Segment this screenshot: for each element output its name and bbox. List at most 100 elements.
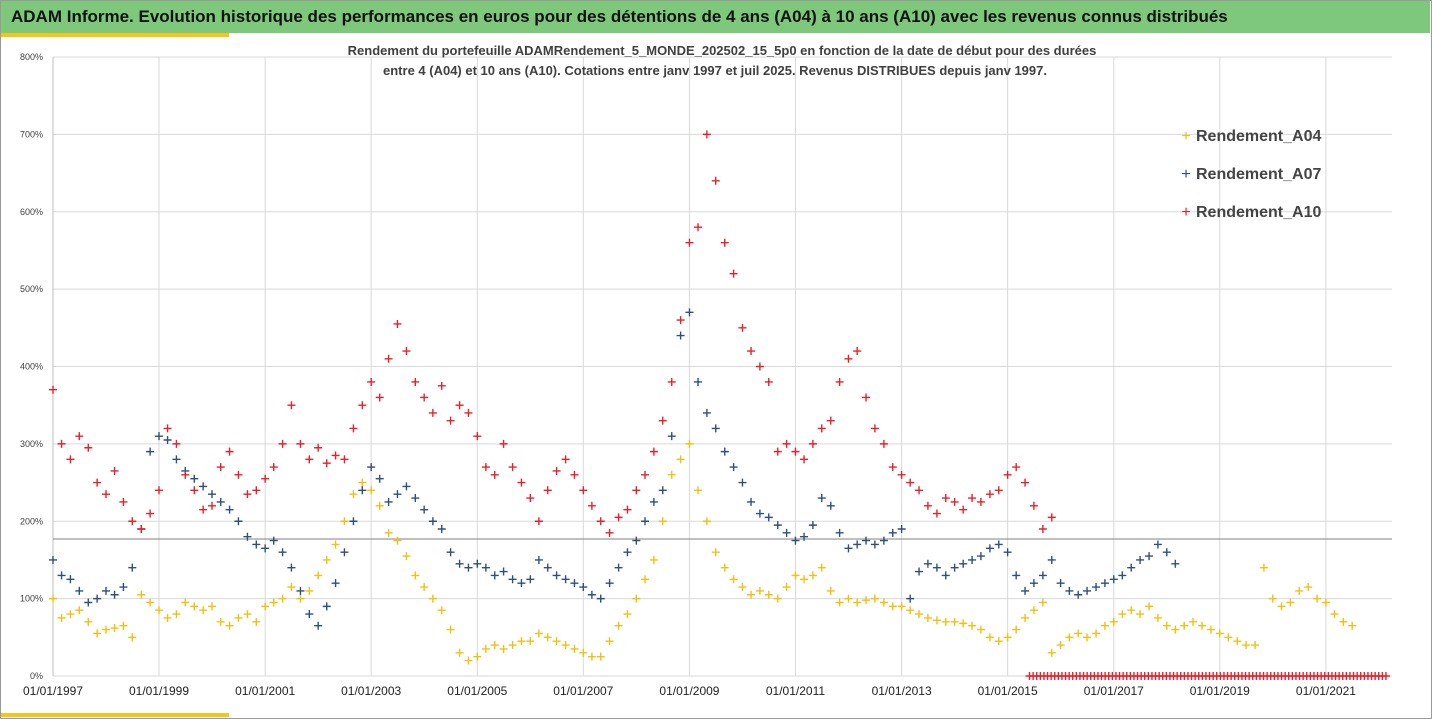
point-rendement-a10 (269, 463, 278, 472)
point-rendement-a10 (402, 347, 411, 356)
point-rendement-a10 (985, 490, 994, 499)
point-rendement-a07 (367, 463, 376, 472)
point-rendement-a07 (163, 436, 172, 445)
point-rendement-a04 (163, 613, 172, 622)
point-rendement-a04 (110, 624, 119, 633)
point-rendement-a07 (985, 544, 994, 553)
point-rendement-a10 (773, 447, 782, 456)
point-rendement-a04 (773, 594, 782, 603)
point-rendement-a04 (1003, 633, 1012, 642)
point-rendement-a07 (269, 536, 278, 545)
point-rendement-a10 (199, 505, 208, 514)
point-rendement-a10 (835, 377, 844, 386)
point-rendement-a07 (110, 590, 119, 599)
y-tick-label: 500% (20, 284, 43, 294)
point-rendement-a07 (729, 463, 738, 472)
point-rendement-a10 (605, 528, 614, 537)
point-rendement-a04 (605, 637, 614, 646)
point-rendement-a07 (314, 621, 323, 630)
legend-item-a07: + Rendement_A07 (1181, 166, 1321, 183)
point-rendement-a04 (1215, 629, 1224, 638)
y-axis-ticks: 0% 100% 200% 300% 400% 500% 600% 700% 800% (20, 52, 43, 681)
point-rendement-a07 (950, 563, 959, 572)
point-rendement-a10 (800, 455, 809, 464)
y-tick-label: 400% (20, 362, 43, 372)
point-rendement-a07 (508, 575, 517, 584)
x-tick-label: 01/01/2005 (447, 684, 507, 698)
point-rendement-a04 (1021, 613, 1030, 622)
point-rendement-a10 (649, 447, 658, 456)
point-rendement-a07 (393, 490, 402, 499)
point-rendement-a07 (1136, 555, 1145, 564)
point-rendement-a04 (632, 594, 641, 603)
point-rendement-a04 (349, 490, 358, 499)
point-rendement-a10 (296, 439, 305, 448)
point-rendement-a07 (287, 563, 296, 572)
legend-marker-a04: + (1181, 128, 1190, 145)
data-points (49, 130, 1390, 680)
point-rendement-a07 (384, 497, 393, 506)
point-rendement-a04 (1189, 617, 1198, 626)
point-rendement-a04 (314, 571, 323, 580)
point-rendement-a04 (155, 606, 164, 615)
legend-item-a04: + Rendement_A04 (1181, 128, 1321, 145)
point-rendement-a10 (826, 416, 835, 425)
point-rendement-a07 (305, 610, 314, 619)
point-rendement-a07 (1021, 586, 1030, 595)
point-rendement-a10 (508, 463, 517, 472)
point-rendement-a04 (800, 575, 809, 584)
point-rendement-a10 (1012, 463, 1021, 472)
point-rendement-a04 (543, 633, 552, 642)
point-rendement-a04 (119, 621, 128, 630)
point-rendement-a07 (1003, 548, 1012, 557)
point-rendement-a07 (216, 497, 225, 506)
point-rendement-a04 (455, 648, 464, 657)
point-rendement-a07 (923, 559, 932, 568)
point-rendement-a07 (75, 586, 84, 595)
point-rendement-a04 (1348, 621, 1357, 630)
point-rendement-a10 (552, 466, 561, 475)
point-rendement-a10 (287, 401, 296, 410)
point-rendement-a04 (375, 501, 384, 510)
page-title: ADAM Informe. Evolution historique des p… (1, 1, 1430, 33)
point-rendement-a07 (172, 455, 181, 464)
point-rendement-a04 (1277, 602, 1286, 611)
point-rendement-a04 (1206, 625, 1215, 634)
point-rendement-a07 (915, 567, 924, 576)
point-rendement-a04 (747, 590, 756, 599)
point-rendement-a07 (119, 583, 128, 592)
point-rendement-a04 (959, 619, 968, 628)
point-rendement-a10 (923, 501, 932, 510)
point-rendement-a10 (641, 470, 650, 479)
point-rendement-a07 (561, 575, 570, 584)
point-rendement-a04 (1242, 641, 1251, 650)
point-rendement-a07 (481, 563, 490, 572)
point-rendement-a04 (791, 571, 800, 580)
point-rendement-a04 (932, 616, 941, 625)
point-rendement-a10 (102, 490, 111, 499)
point-rendement-a04 (1180, 621, 1189, 630)
point-rendement-a07 (835, 528, 844, 537)
y-tick-label: 600% (20, 207, 43, 217)
point-rendement-a10 (75, 432, 84, 441)
legend: + Rendement_A04 + Rendement_A07 + Rendem… (1181, 128, 1321, 221)
legend-marker-a10: + (1181, 204, 1190, 221)
point-rendement-a07 (1047, 555, 1056, 564)
point-rendement-a10 (446, 416, 455, 425)
point-rendement-a04 (1330, 610, 1339, 619)
point-rendement-a04 (561, 641, 570, 650)
point-rendement-a04 (720, 563, 729, 572)
point-rendement-a04 (420, 583, 429, 592)
point-rendement-a04 (906, 606, 915, 615)
point-rendement-a04 (473, 652, 482, 661)
point-rendement-a04 (623, 610, 632, 619)
point-rendement-a04 (517, 637, 526, 646)
point-rendement-a07 (102, 586, 111, 595)
point-rendement-a04 (897, 602, 906, 611)
point-rendement-a04 (702, 517, 711, 526)
point-rendement-a04 (1321, 598, 1330, 607)
point-rendement-a04 (1047, 648, 1056, 657)
point-rendement-a04 (1145, 602, 1154, 611)
point-rendement-a07 (667, 432, 676, 441)
point-rendement-a10 (137, 524, 146, 533)
